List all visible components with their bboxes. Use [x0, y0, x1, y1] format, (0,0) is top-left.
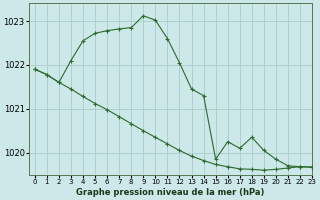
- X-axis label: Graphe pression niveau de la mer (hPa): Graphe pression niveau de la mer (hPa): [76, 188, 265, 197]
